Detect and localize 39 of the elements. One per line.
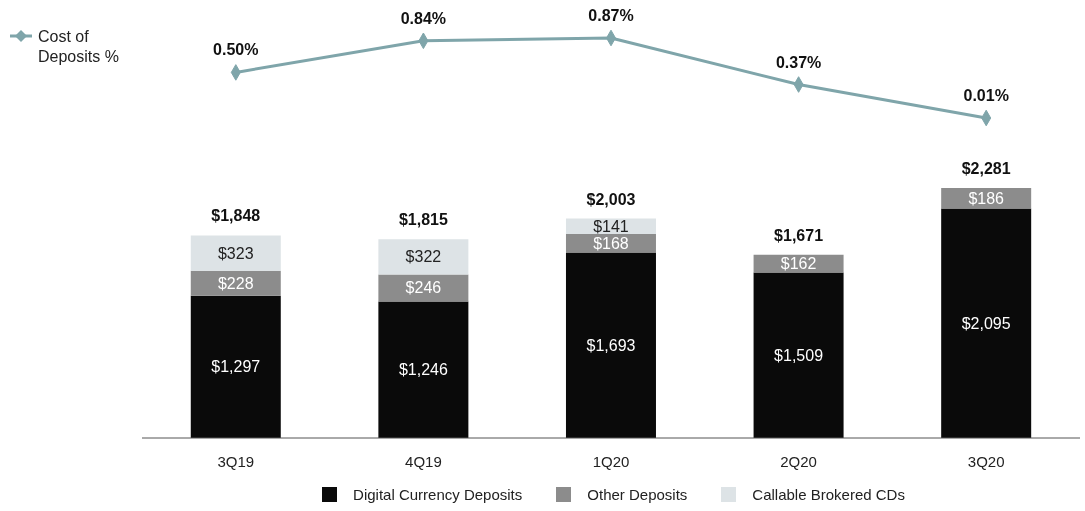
legend-label: Other Deposits bbox=[587, 486, 688, 503]
total-label: $1,671 bbox=[774, 226, 824, 244]
data-label: $162 bbox=[780, 255, 817, 273]
bar bbox=[378, 301, 469, 438]
x-tick-label: 3Q20 bbox=[967, 452, 1005, 470]
data-label: 0.87% bbox=[588, 7, 634, 24]
total-label: $1,848 bbox=[211, 207, 261, 225]
data-label: $323 bbox=[217, 244, 254, 262]
data-label: 0.84% bbox=[400, 9, 447, 27]
x-tick-label: 2Q20 bbox=[780, 452, 817, 470]
bar bbox=[753, 272, 844, 438]
data-label: $228 bbox=[217, 274, 254, 292]
x-tick-label: 1Q20 bbox=[592, 452, 630, 470]
legend-label: Callable Brokered CDs bbox=[752, 486, 905, 503]
data-label: $186 bbox=[968, 189, 1005, 207]
data-label: 0.50% bbox=[213, 41, 259, 59]
data-label: $246 bbox=[405, 279, 442, 297]
data-label: $141 bbox=[593, 217, 629, 235]
data-label: 0.37% bbox=[775, 53, 822, 71]
legend-label: Digital Currency Deposits bbox=[353, 486, 523, 503]
bar bbox=[378, 239, 469, 275]
data-label: $1,246 bbox=[398, 361, 448, 379]
bar bbox=[565, 252, 656, 438]
total-label: $2,281 bbox=[961, 160, 1011, 177]
data-label: $322 bbox=[405, 248, 442, 266]
total-label: $2,003 bbox=[586, 190, 636, 208]
legend-label: Cost of Deposits % bbox=[38, 27, 120, 67]
data-label: 0.01% bbox=[963, 87, 1009, 104]
data-label: $168 bbox=[593, 234, 629, 252]
x-tick-label: 4Q19 bbox=[405, 452, 442, 470]
bar bbox=[190, 295, 281, 438]
bar bbox=[941, 208, 1032, 438]
x-tick-label: 3Q19 bbox=[217, 452, 255, 470]
data-label: $2,095 bbox=[961, 314, 1011, 332]
bar bbox=[190, 235, 281, 271]
data-label: $1,297 bbox=[211, 358, 261, 376]
total-label: $1,815 bbox=[398, 211, 448, 229]
data-label: $1,693 bbox=[586, 336, 636, 354]
data-label: $1,509 bbox=[774, 346, 824, 364]
